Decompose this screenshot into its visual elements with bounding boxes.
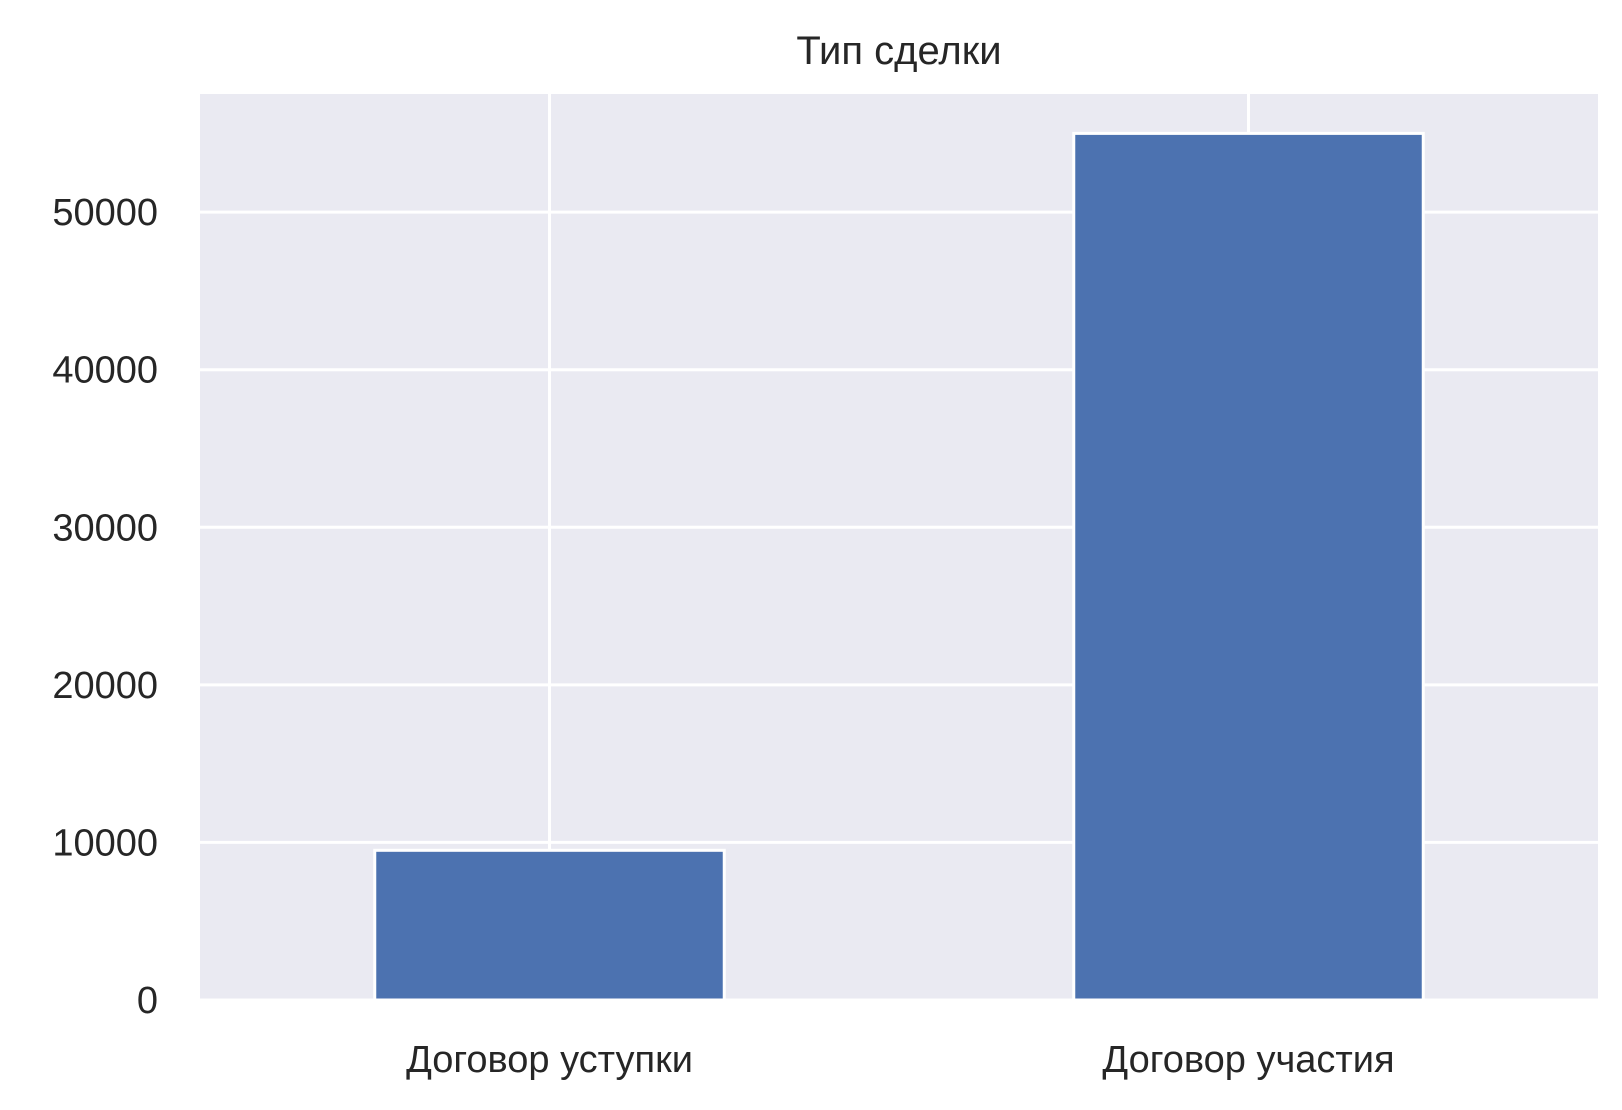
x-tick-label: Договор уступки — [406, 1039, 693, 1081]
chart-title: Тип сделки — [796, 29, 1001, 73]
y-tick-label: 20000 — [52, 665, 158, 707]
y-tick-label: 10000 — [52, 822, 158, 864]
x-tick-label: Договор участия — [1102, 1039, 1394, 1081]
y-axis-ticks: 0 10000 20000 30000 40000 50000 — [52, 192, 158, 1022]
bars — [373, 131, 1425, 1002]
bar-0 — [373, 848, 726, 1002]
x-axis-ticks: Договор уступки Договор участия — [406, 1039, 1395, 1081]
y-tick-label: 40000 — [52, 350, 158, 392]
y-tick-label: 0 — [137, 980, 158, 1022]
y-tick-label: 50000 — [52, 192, 158, 234]
bar-1 — [1072, 131, 1425, 1002]
y-tick-label: 30000 — [52, 507, 158, 549]
